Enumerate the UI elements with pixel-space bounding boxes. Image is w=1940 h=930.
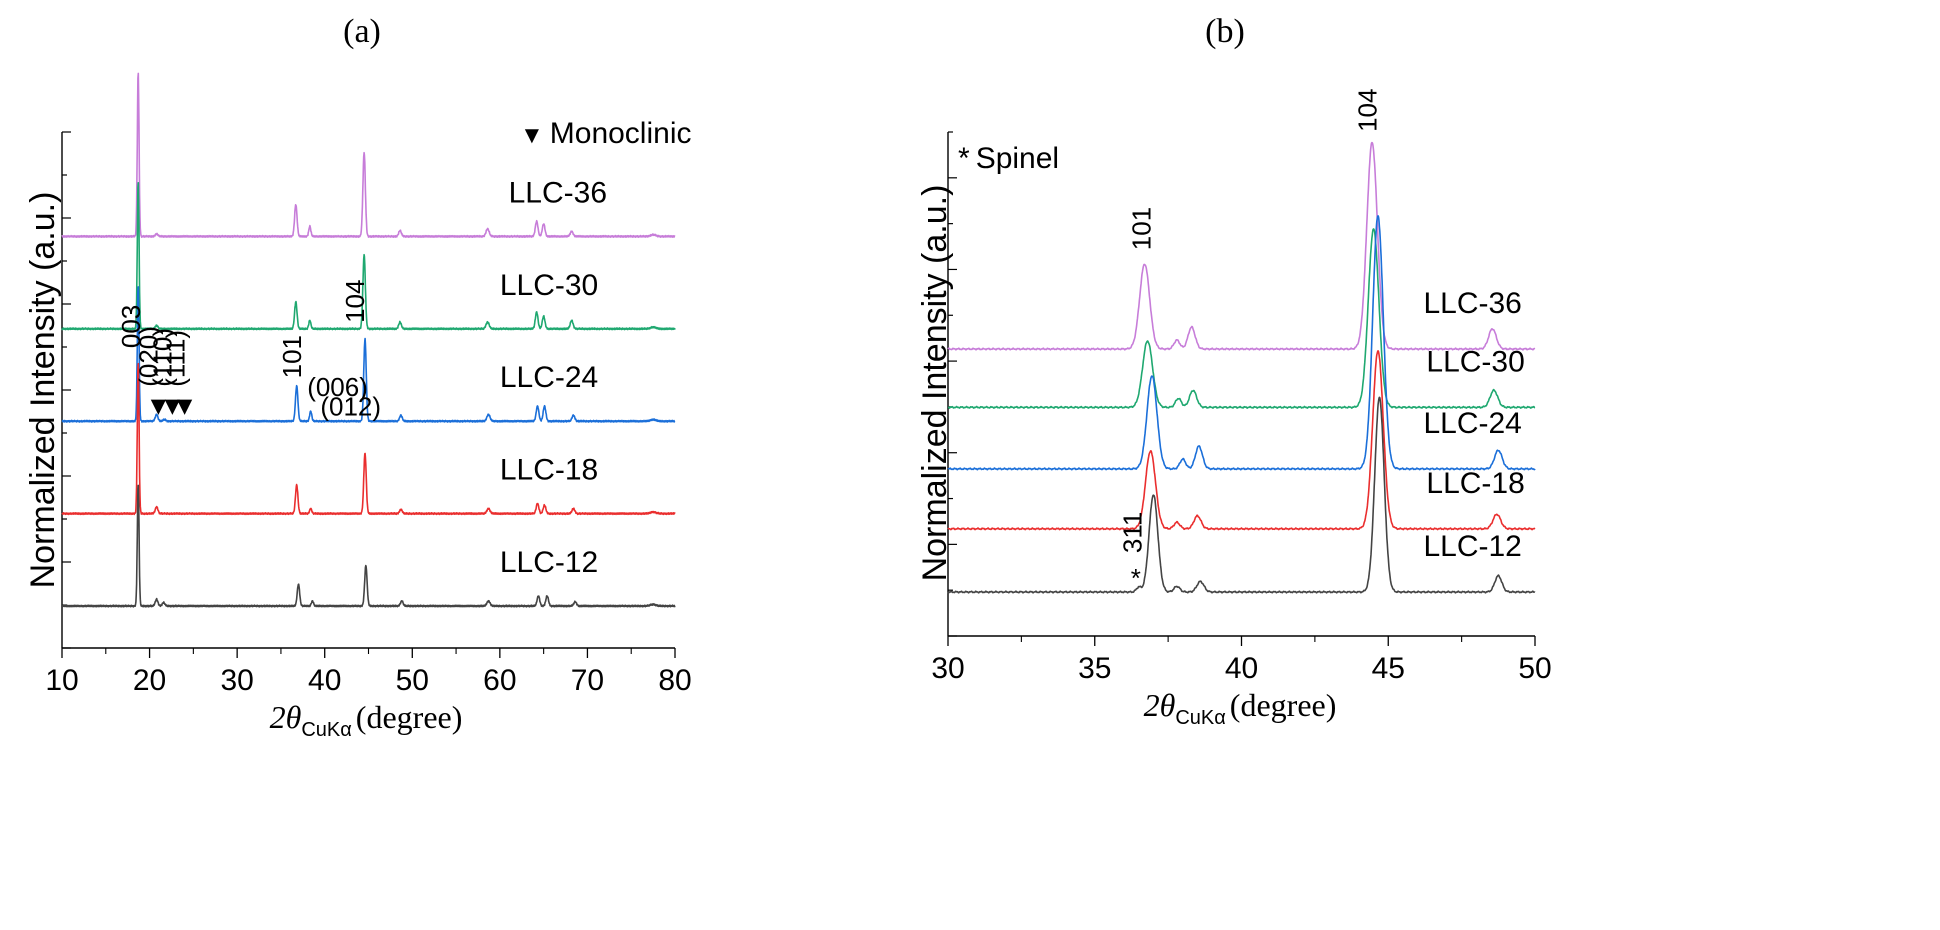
series-label-llc-30: LLC-30 xyxy=(1426,345,1524,378)
monoclinic-marker: ▼ xyxy=(159,390,185,420)
series-label-llc-24: LLC-24 xyxy=(1423,407,1521,440)
series-line-llc-30 xyxy=(61,182,676,331)
x-tick-label: 45 xyxy=(1372,652,1405,685)
x-tick-label: 20 xyxy=(133,664,166,697)
legend-symbol: * xyxy=(958,142,970,175)
peak-annotation: 101 xyxy=(277,335,307,378)
series-line-llc-30 xyxy=(947,228,1536,409)
peak-annotation: (111) xyxy=(161,330,191,387)
x-tick-label: 30 xyxy=(220,664,253,697)
peak-annotation: 003 xyxy=(116,305,146,348)
peak-annotation: 311 xyxy=(1118,512,1148,553)
series-line-llc-24 xyxy=(61,286,676,423)
peak-annotation: (012) xyxy=(320,391,381,421)
series-line-llc-18 xyxy=(947,350,1536,531)
y-axis-title: Normalized Intensity (a.u.) xyxy=(916,185,954,582)
x-title-theta: 2θ xyxy=(270,699,302,735)
x-tick-label: 80 xyxy=(658,664,691,697)
x-tick-label: 35 xyxy=(1078,652,1111,685)
x-axis-title: 2θCuKα (degree) xyxy=(1144,687,1337,729)
legend-text: Spinel xyxy=(976,142,1059,175)
peak-annotation: 104 xyxy=(1353,89,1383,132)
panel-label: (a) xyxy=(343,13,381,50)
monoclinic-marker: ▼ xyxy=(145,390,171,420)
peak-annotation: (020) xyxy=(133,326,163,387)
series-line-llc-36 xyxy=(61,72,676,238)
x-tick-label: 70 xyxy=(571,664,604,697)
panel-b: (b) 30 35 40 45 50 2θCuKα (degree) Normalized In… xyxy=(916,13,1552,729)
x-tick-label: 50 xyxy=(1518,652,1551,685)
x-axis-title: 2θCuKα (degree) xyxy=(270,699,463,741)
x-tick-label: 30 xyxy=(931,652,964,685)
series-line-llc-18 xyxy=(61,362,676,516)
series-label-llc-36: LLC-36 xyxy=(509,176,607,209)
spinel-marker: * xyxy=(1131,563,1141,593)
x-tick-label: 50 xyxy=(396,664,429,697)
series-label-llc-18: LLC-18 xyxy=(1426,467,1524,500)
x-title-theta: 2θ xyxy=(1144,687,1176,723)
series-label-llc-36: LLC-36 xyxy=(1423,287,1521,320)
x-title-unit: (degree) xyxy=(1230,687,1337,723)
x-title-unit: (degree) xyxy=(356,699,463,735)
series-label-llc-12: LLC-12 xyxy=(1423,530,1521,563)
series-line-llc-12 xyxy=(947,396,1536,594)
x-tick-label: 10 xyxy=(45,664,78,697)
legend-text: Monoclinic xyxy=(550,117,692,150)
x-title-subscript: CuKα xyxy=(301,719,351,741)
monoclinic-marker: ▼ xyxy=(172,390,198,420)
x-tick-label: 60 xyxy=(483,664,516,697)
legend: ▼ Monoclinic xyxy=(520,117,692,150)
series-label-llc-24: LLC-24 xyxy=(500,361,598,394)
peak-annotation: 101 xyxy=(1127,207,1157,250)
series-label-llc-18: LLC-18 xyxy=(500,454,598,487)
peak-annotation: (110) xyxy=(147,328,177,387)
legend: * Spinel xyxy=(958,142,1059,175)
y-axis-title: Normalized Intensity (a.u.) xyxy=(24,192,62,589)
x-tick-label: 40 xyxy=(1225,652,1258,685)
legend-symbol: ▼ xyxy=(520,122,544,149)
x-title-subscript: CuKα xyxy=(1175,707,1225,729)
series-line-llc-36 xyxy=(947,141,1536,351)
panel-a: (a) 10 20 30 40 50 60 70 80 2θCuKα (degree) Normali… xyxy=(24,13,692,741)
series-line-llc-12 xyxy=(61,484,676,608)
series-line-llc-24 xyxy=(947,215,1536,471)
series-label-llc-12: LLC-12 xyxy=(500,546,598,579)
panel-label: (b) xyxy=(1205,13,1245,50)
x-tick-label: 40 xyxy=(308,664,341,697)
peak-annotation: 104 xyxy=(340,280,370,323)
series-label-llc-30: LLC-30 xyxy=(500,269,598,302)
peak-annotation: (006) xyxy=(307,372,368,402)
